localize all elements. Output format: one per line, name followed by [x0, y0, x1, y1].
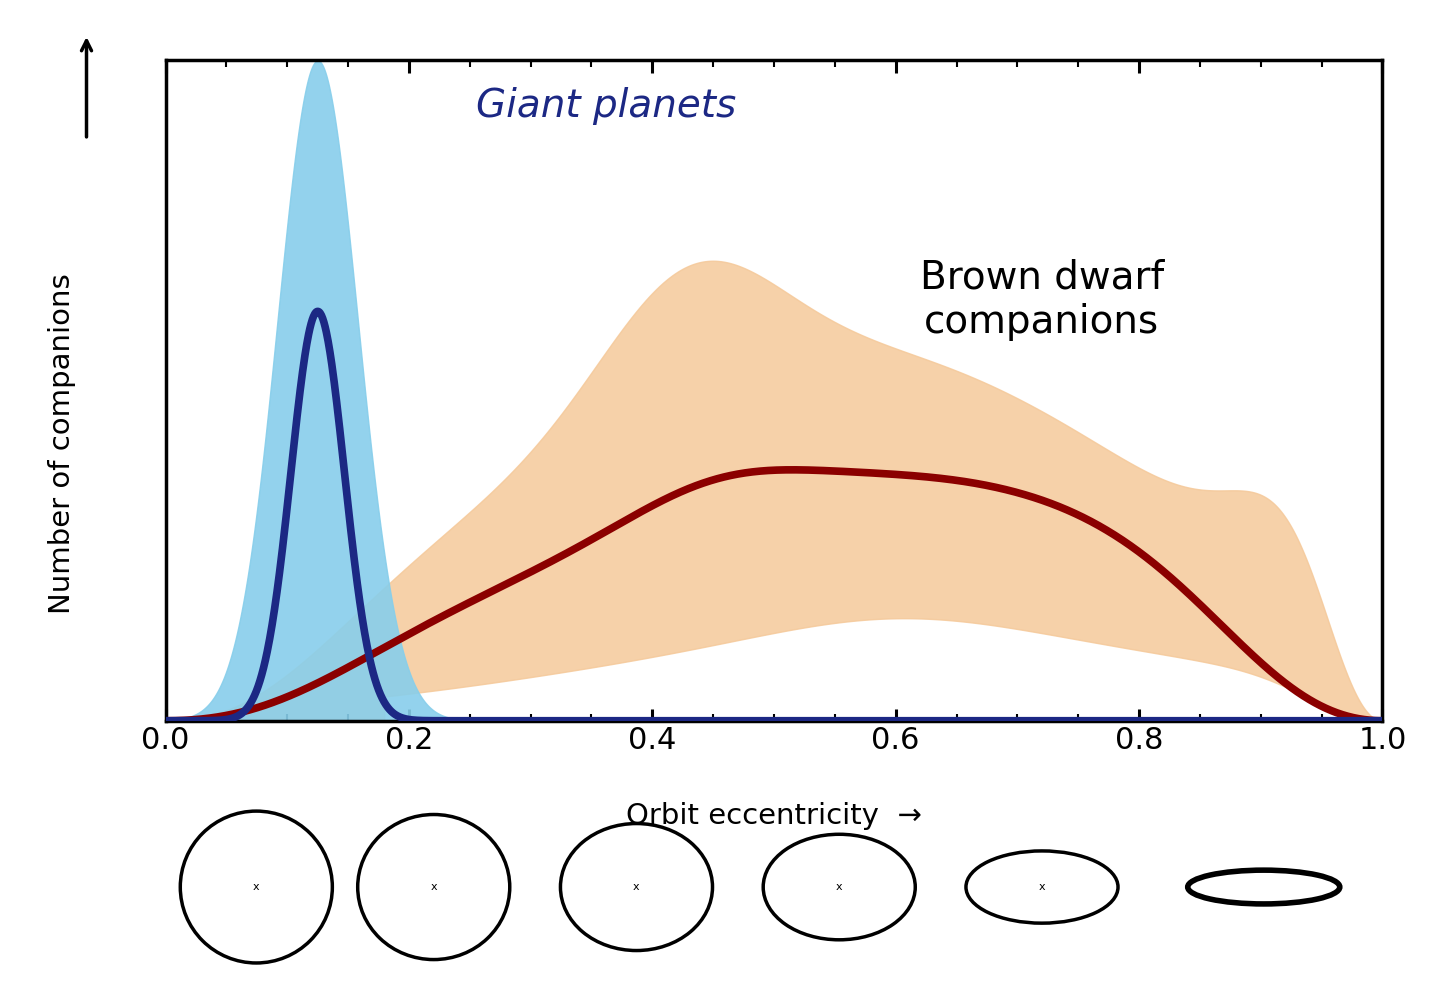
Text: x: x [634, 882, 639, 892]
Text: Brown dwarf
companions: Brown dwarf companions [920, 259, 1164, 341]
Text: Giant planets: Giant planets [475, 87, 736, 125]
Text: x: x [835, 882, 842, 892]
Text: x: x [431, 882, 438, 892]
Text: x: x [253, 882, 259, 892]
Text: Number of companions: Number of companions [48, 273, 76, 614]
Text: Orbit eccentricity  →: Orbit eccentricity → [626, 802, 922, 831]
Text: x: x [1038, 882, 1045, 892]
